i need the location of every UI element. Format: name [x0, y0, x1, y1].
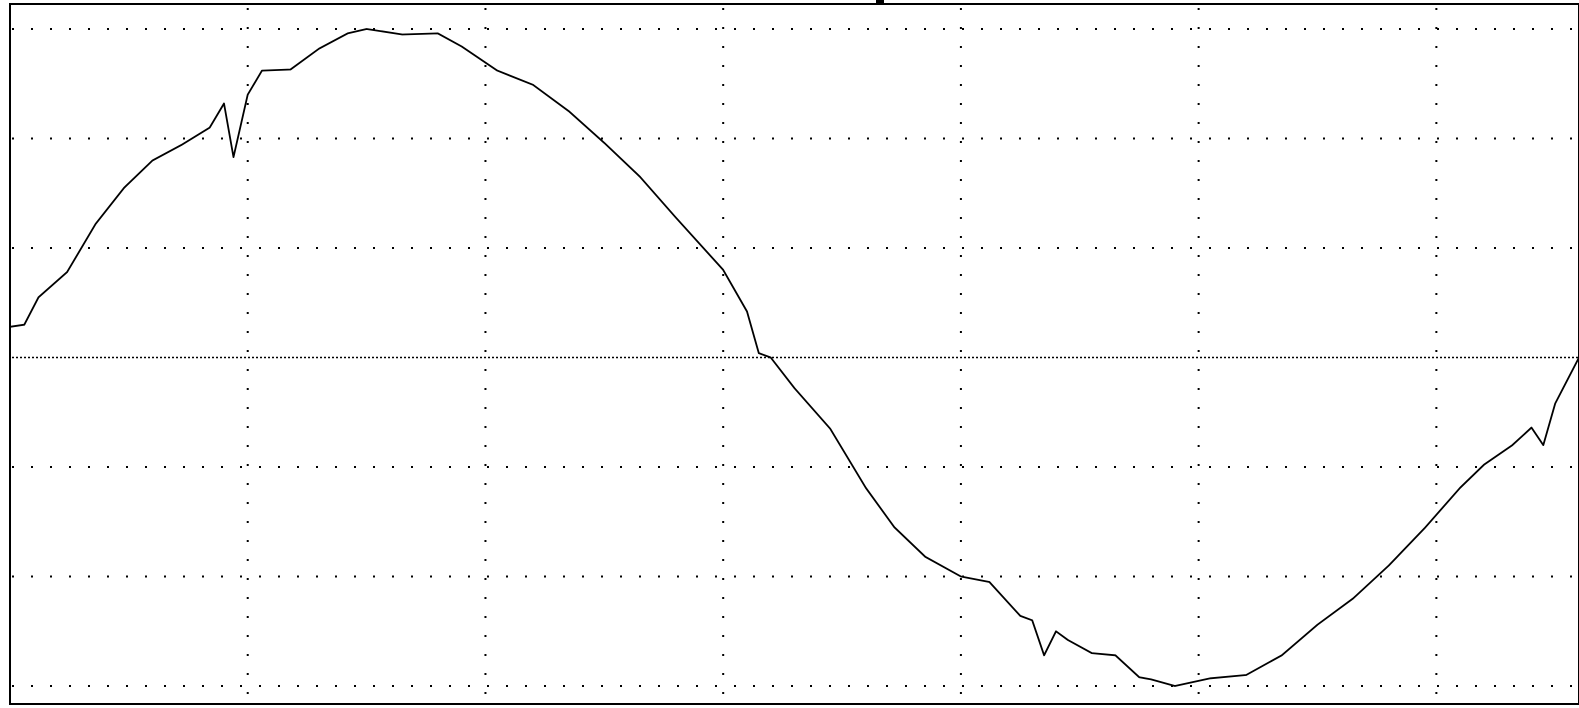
title-fragment-mark	[876, 0, 884, 3]
series-layer	[9, 28, 1579, 687]
waveform-series-line	[9, 28, 1579, 687]
grid	[12, 8, 1579, 704]
chart-frame	[9, 3, 1579, 705]
